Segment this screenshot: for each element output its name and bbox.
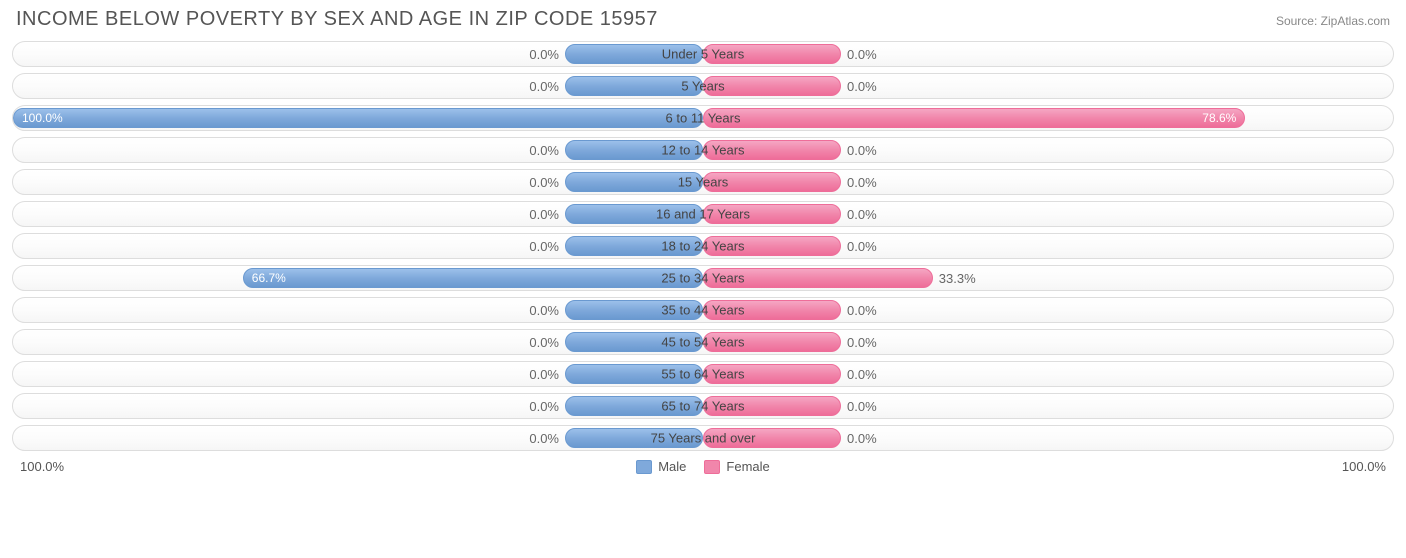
category-label: 5 Years — [675, 79, 730, 94]
female-value-label: 0.0% — [847, 426, 877, 450]
male-value-label: 0.0% — [529, 202, 559, 226]
female-value-label: 0.0% — [847, 74, 877, 98]
female-value-label: 78.6% — [1202, 111, 1236, 125]
legend-female-label: Female — [726, 459, 769, 474]
male-swatch-icon — [636, 460, 652, 474]
chart-row: 0.0% 0.0% 18 to 24 Years — [12, 233, 1394, 259]
female-value-label: 0.0% — [847, 298, 877, 322]
chart-row: 0.0% 0.0% 75 Years and over — [12, 425, 1394, 451]
chart-row: 0.0% 0.0% 5 Years — [12, 73, 1394, 99]
category-label: 6 to 11 Years — [660, 111, 747, 126]
chart-footer: 100.0% Male Female 100.0% — [12, 459, 1394, 474]
chart-legend: Male Female — [636, 459, 770, 474]
axis-left-max: 100.0% — [20, 459, 64, 474]
category-label: 65 to 74 Years — [655, 399, 750, 414]
chart-header: INCOME BELOW POVERTY BY SEX AND AGE IN Z… — [12, 8, 1394, 31]
female-value-label: 0.0% — [847, 138, 877, 162]
male-value-label: 100.0% — [22, 111, 63, 125]
chart-row: 0.0% 0.0% 65 to 74 Years — [12, 393, 1394, 419]
category-label: 16 and 17 Years — [650, 207, 756, 222]
male-value-label: 0.0% — [529, 170, 559, 194]
category-label: 25 to 34 Years — [655, 271, 750, 286]
chart-row: 0.0% 0.0% 55 to 64 Years — [12, 361, 1394, 387]
chart-source: Source: ZipAtlas.com — [1276, 14, 1390, 28]
chart-row: 0.0% 0.0% 16 and 17 Years — [12, 201, 1394, 227]
male-bar: 66.7% — [243, 268, 703, 288]
male-value-label: 66.7% — [252, 271, 286, 285]
male-value-label: 0.0% — [529, 330, 559, 354]
category-label: 15 Years — [672, 175, 735, 190]
chart-rows: 0.0% 0.0% Under 5 Years 0.0% 0.0% 5 Years 100.… — [12, 41, 1394, 451]
female-value-label: 0.0% — [847, 394, 877, 418]
female-value-label: 0.0% — [847, 362, 877, 386]
chart-row: 0.0% 0.0% Under 5 Years — [12, 41, 1394, 67]
female-value-label: 0.0% — [847, 330, 877, 354]
category-label: 45 to 54 Years — [655, 335, 750, 350]
female-bar: 78.6% — [703, 108, 1245, 128]
chart-row: 0.0% 0.0% 35 to 44 Years — [12, 297, 1394, 323]
category-label: Under 5 Years — [656, 47, 750, 62]
male-value-label: 0.0% — [529, 42, 559, 66]
female-value-label: 33.3% — [939, 266, 976, 290]
male-value-label: 0.0% — [529, 234, 559, 258]
male-value-label: 0.0% — [529, 394, 559, 418]
category-label: 75 Years and over — [645, 431, 762, 446]
category-label: 55 to 64 Years — [655, 367, 750, 382]
male-value-label: 0.0% — [529, 74, 559, 98]
female-swatch-icon — [704, 460, 720, 474]
chart-row: 0.0% 0.0% 15 Years — [12, 169, 1394, 195]
chart-title: INCOME BELOW POVERTY BY SEX AND AGE IN Z… — [16, 8, 658, 31]
female-value-label: 0.0% — [847, 170, 877, 194]
male-value-label: 0.0% — [529, 362, 559, 386]
male-value-label: 0.0% — [529, 426, 559, 450]
axis-right-max: 100.0% — [1342, 459, 1386, 474]
male-bar: 100.0% — [13, 108, 703, 128]
chart-row: 100.0% 78.6% 6 to 11 Years — [12, 105, 1394, 131]
legend-male-label: Male — [658, 459, 686, 474]
chart-row: 0.0% 0.0% 45 to 54 Years — [12, 329, 1394, 355]
chart-row: 66.7% 33.3% 25 to 34 Years — [12, 265, 1394, 291]
male-value-label: 0.0% — [529, 138, 559, 162]
category-label: 12 to 14 Years — [655, 143, 750, 158]
category-label: 35 to 44 Years — [655, 303, 750, 318]
male-value-label: 0.0% — [529, 298, 559, 322]
female-value-label: 0.0% — [847, 202, 877, 226]
chart-row: 0.0% 0.0% 12 to 14 Years — [12, 137, 1394, 163]
category-label: 18 to 24 Years — [655, 239, 750, 254]
female-value-label: 0.0% — [847, 42, 877, 66]
female-value-label: 0.0% — [847, 234, 877, 258]
